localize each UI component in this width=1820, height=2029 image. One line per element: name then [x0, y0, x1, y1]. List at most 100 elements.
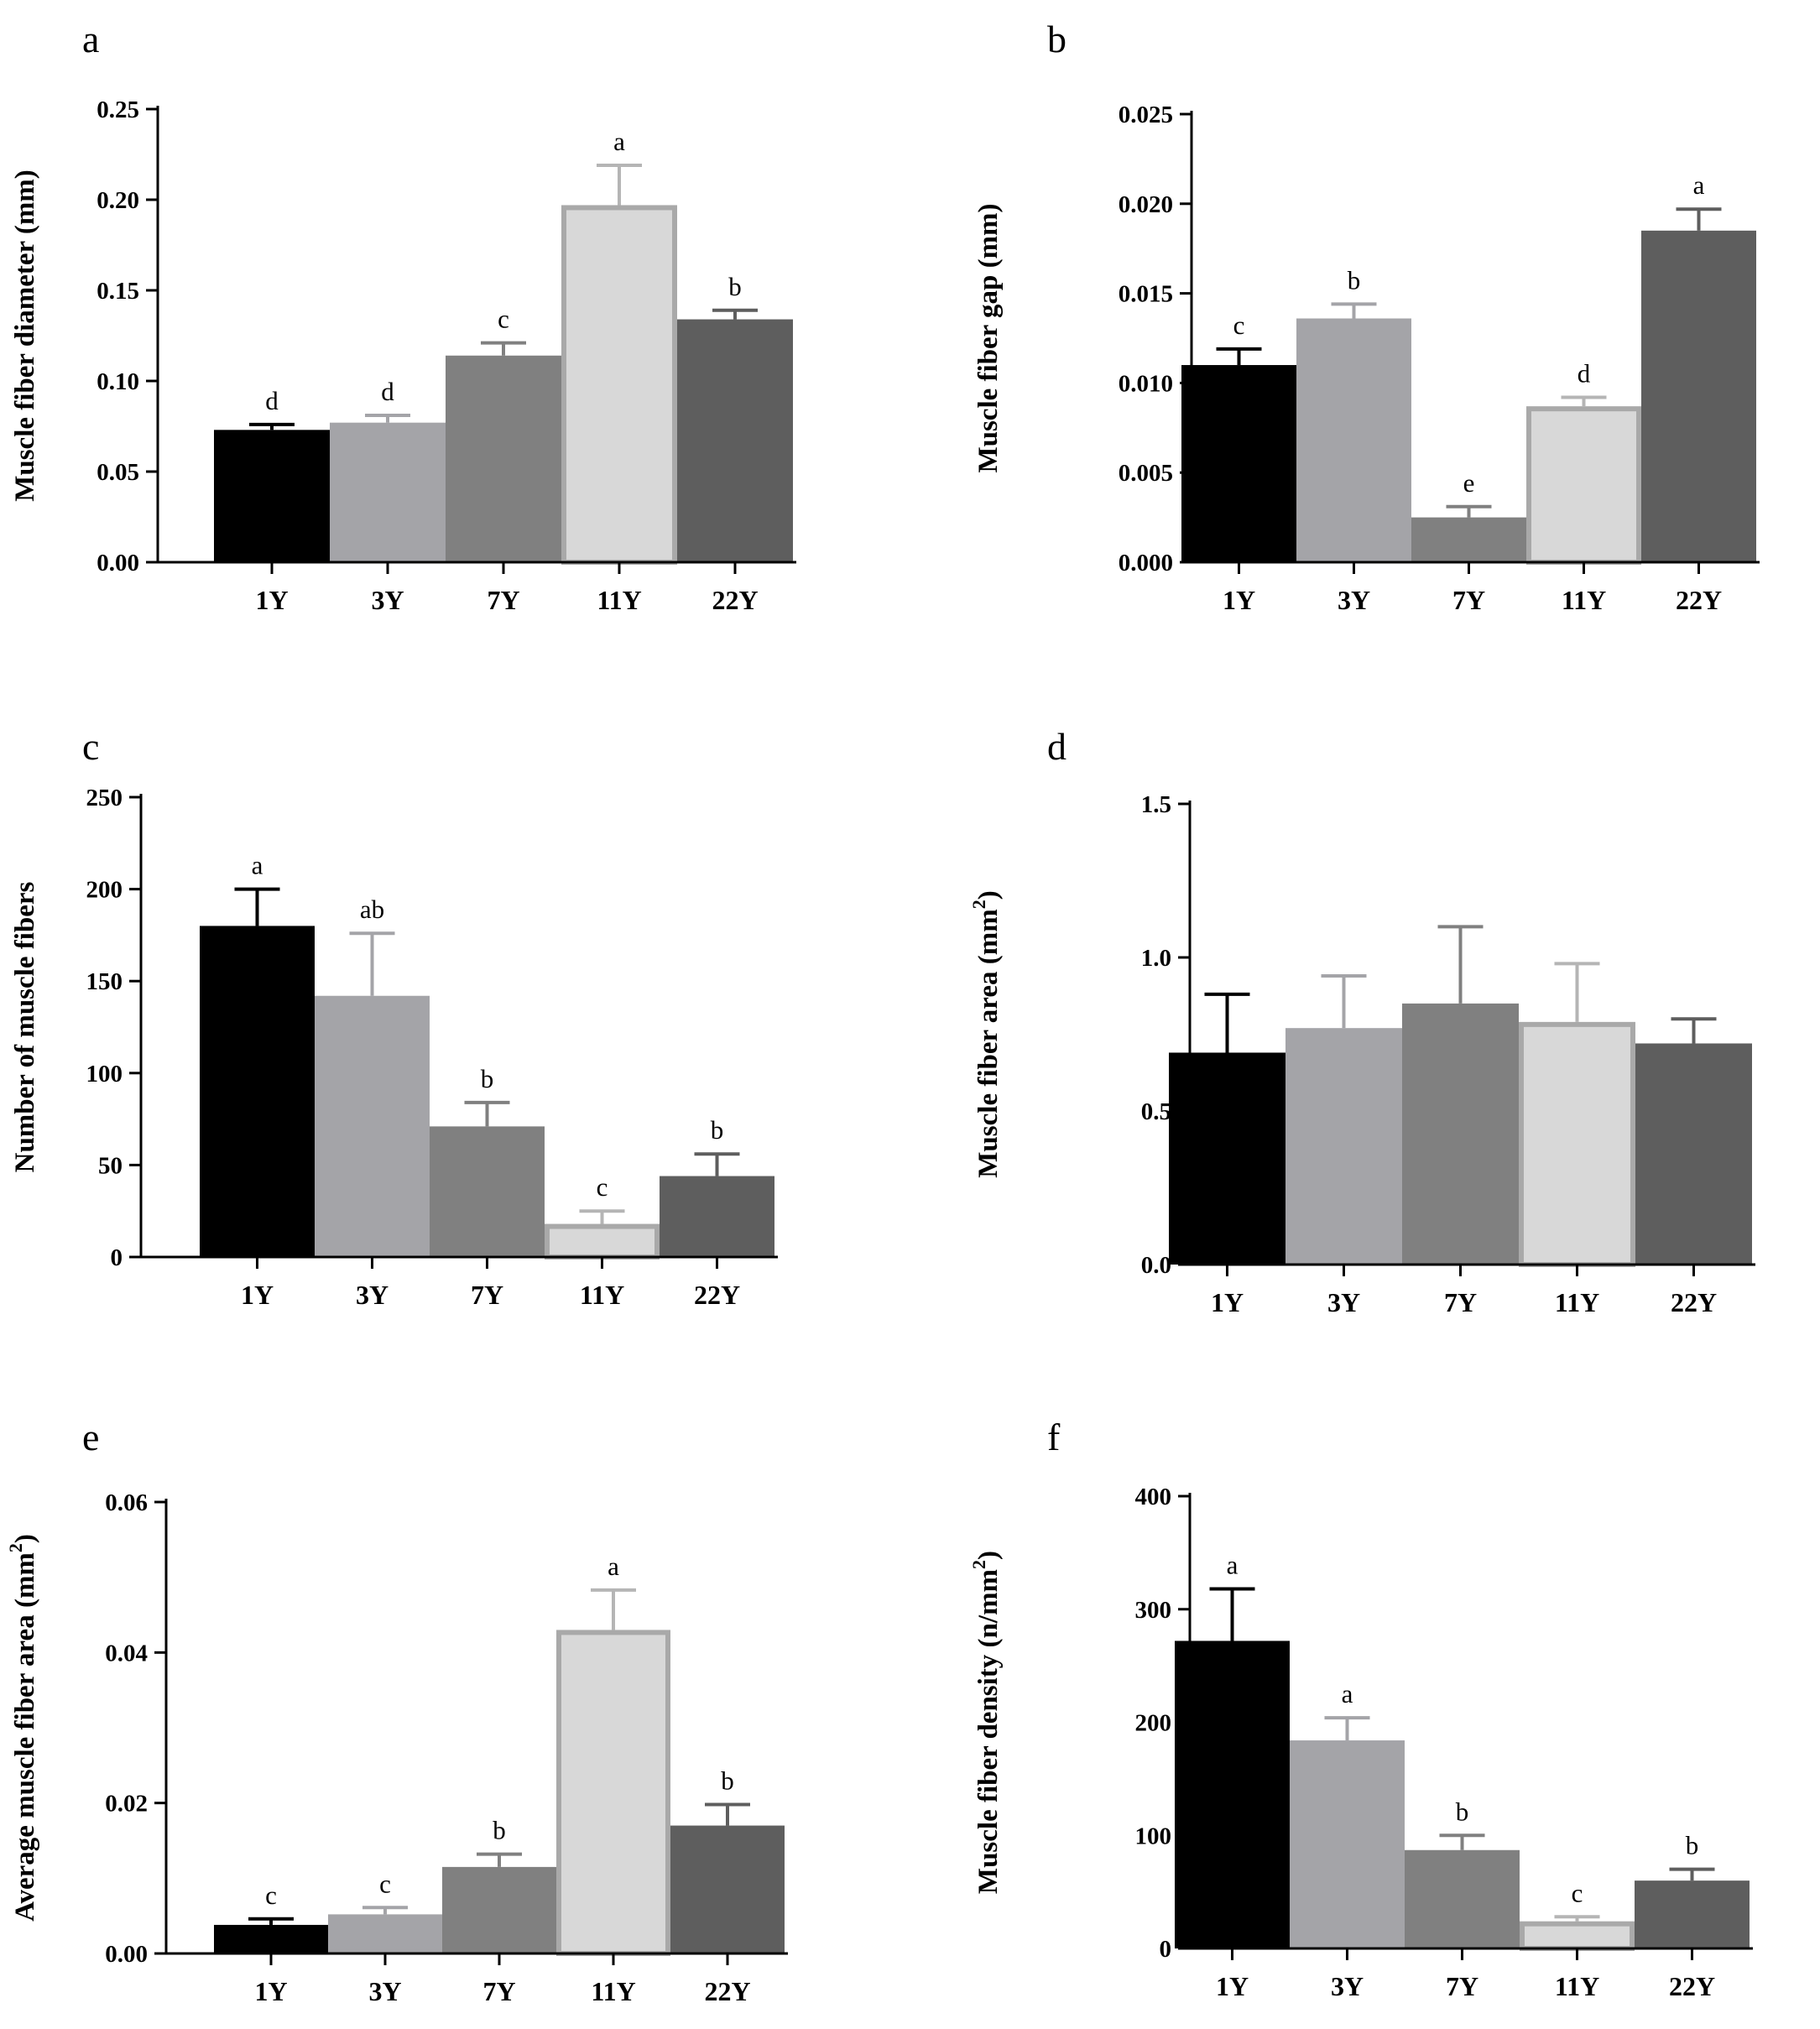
x-tick-label: 1Y: [1216, 1971, 1249, 2001]
bar: [1175, 1640, 1290, 1948]
significance-label: a: [1342, 1679, 1353, 1708]
y-tick-label: 0.04: [105, 1640, 148, 1666]
x-tick-label: 3Y: [356, 1280, 389, 1310]
significance-label: b: [481, 1064, 494, 1093]
significance-label: a: [1227, 1550, 1239, 1579]
bar: [677, 319, 793, 562]
bar: [214, 1924, 328, 1953]
y-tick-label: 0.10: [96, 368, 139, 395]
x-tick-label: 11Y: [580, 1280, 624, 1310]
bar: [660, 1176, 774, 1257]
y-axis-title-end: ): [973, 890, 1004, 900]
x-tick-label: 3Y: [1327, 1287, 1360, 1317]
y-tick-label: 0.25: [96, 96, 139, 123]
bar: [1405, 1849, 1520, 1948]
y-tick-label: 0.015: [1119, 281, 1173, 308]
x-tick-label: 7Y: [482, 1976, 515, 2006]
significance-label: b: [1348, 265, 1361, 295]
chart-panel-b: b c 1Y b 3Y e 7Y d 11Y a 22Y 0.000 0.005 0.010 0.015 0.…: [973, 18, 1760, 615]
bar: [1296, 318, 1411, 562]
significance-label: d: [1578, 358, 1591, 388]
y-axis-title-end: ): [973, 1551, 1004, 1560]
y-axis-title-text: Muscle fiber area (mm: [973, 909, 1004, 1177]
chart-panel-c: c a 1Y ab 3Y b 7Y c 11Y b 22Y 0 50 100 150 200 250 Number…: [10, 725, 778, 1310]
y-tick-label: 0: [1160, 1936, 1172, 1963]
bar: [1635, 1880, 1750, 1948]
y-tick-label: 0: [111, 1244, 123, 1271]
x-tick-label: 1Y: [1211, 1287, 1244, 1317]
x-tick-label: 1Y: [254, 1976, 287, 2006]
bar: [670, 1825, 785, 1953]
chart-panel-a: a d 1Y d 3Y c 7Y a 11Y b 22Y 0.00 0.05 0.10 0.15 0.20 0.…: [10, 18, 796, 615]
panel-letter: e: [82, 1416, 99, 1458]
y-tick-label: 200: [1135, 1710, 1172, 1737]
y-axis-title: Muscle fiber area (mm2): [968, 890, 1004, 1177]
x-tick-label: 11Y: [591, 1976, 635, 2006]
bar: [1641, 230, 1756, 562]
x-tick-label: 3Y: [368, 1976, 401, 2006]
significance-label: a: [252, 851, 263, 880]
bar: [200, 926, 315, 1257]
y-axis-title-superscript: 2: [968, 1560, 989, 1569]
significance-label: b: [1456, 1797, 1469, 1826]
x-tick-label: 22Y: [1669, 1971, 1715, 2001]
x-tick-label: 22Y: [704, 1976, 750, 2006]
x-tick-label: 1Y: [1223, 585, 1255, 615]
y-tick-label: 250: [86, 785, 123, 811]
bar: [442, 1866, 556, 1953]
bar: [328, 1914, 442, 1953]
x-tick-label: 7Y: [1444, 1287, 1477, 1317]
significance-label: c: [1572, 1878, 1583, 1907]
bar: [1635, 1043, 1752, 1265]
significance-label: a: [608, 1552, 619, 1581]
y-axis-title-text: Number of muscle fibers: [10, 881, 40, 1172]
y-axis-title: Muscle fiber density (n/mm2): [968, 1551, 1004, 1894]
y-tick-label: 150: [86, 968, 123, 995]
significance-label: ab: [360, 895, 384, 924]
panel-letter: b: [1047, 18, 1066, 60]
x-tick-label: 7Y: [487, 585, 519, 615]
bar: [1285, 1028, 1402, 1265]
significance-label: d: [381, 377, 394, 406]
y-axis-title: Muscle fiber diameter (mm): [10, 170, 40, 502]
x-tick-label: 11Y: [597, 585, 641, 615]
y-tick-label: 0.00: [105, 1941, 148, 1968]
y-axis-title-text: Muscle fiber density (n/mm: [973, 1569, 1004, 1894]
x-tick-label: 7Y: [1452, 585, 1485, 615]
y-axis-title-text: Average muscle fiber area (mm: [10, 1552, 40, 1922]
panel-letter: d: [1047, 725, 1066, 768]
bar: [1290, 1740, 1405, 1948]
y-tick-label: 0.010: [1119, 370, 1173, 397]
x-tick-label: 3Y: [371, 585, 404, 615]
significance-label: b: [1686, 1831, 1699, 1860]
y-tick-label: 0.025: [1119, 102, 1173, 128]
y-tick-label: 0.20: [96, 187, 139, 214]
y-tick-label: 1.0: [1141, 945, 1171, 972]
significance-label: c: [379, 1869, 391, 1898]
y-tick-label: 0.000: [1119, 550, 1173, 576]
x-tick-label: 3Y: [1331, 1971, 1364, 2001]
x-tick-label: 22Y: [1676, 585, 1722, 615]
significance-label: c: [597, 1172, 608, 1202]
significance-label: e: [1463, 468, 1475, 498]
significance-label: a: [613, 127, 625, 156]
x-tick-label: 22Y: [694, 1280, 740, 1310]
y-axis-title-superscript: 2: [5, 1543, 26, 1552]
chart-panel-f: f a 1Y a 3Y b 7Y c 11Y b 22Y 0 100 200 300 400 Muscle fi…: [968, 1416, 1753, 2001]
x-tick-label: 7Y: [471, 1280, 503, 1310]
y-tick-label: 100: [1135, 1823, 1172, 1849]
significance-label: c: [498, 305, 509, 334]
y-tick-label: 300: [1135, 1597, 1172, 1624]
significance-label: d: [265, 386, 279, 415]
chart-panel-e: e c 1Y c 3Y b 7Y a 11Y b 22Y 0.00 0.02 0.04 0.06 Averag…: [5, 1416, 788, 2006]
x-tick-label: 11Y: [1555, 1971, 1599, 2001]
bar: [1181, 365, 1296, 562]
y-tick-label: 0.06: [105, 1489, 148, 1516]
panel-letter: f: [1047, 1416, 1061, 1458]
significance-label: c: [265, 1880, 277, 1910]
y-tick-label: 0.020: [1119, 191, 1173, 218]
bar: [1526, 406, 1641, 565]
significance-label: b: [728, 272, 742, 301]
bar: [545, 1223, 660, 1260]
